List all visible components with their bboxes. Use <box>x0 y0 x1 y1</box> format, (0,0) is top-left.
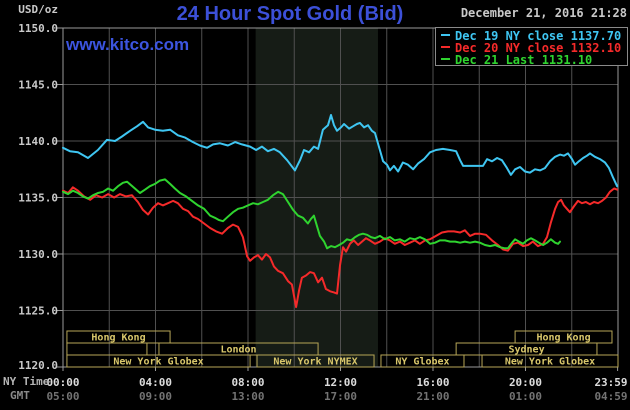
session-label: London <box>220 345 256 356</box>
x-tick-gmt-label: 05:00 <box>46 390 79 403</box>
session-label: New York NYMEX <box>273 357 357 368</box>
session-label: Sydney <box>508 345 544 356</box>
x-tick-ny-label: 20:00 <box>509 376 542 389</box>
series-line-dec-20 <box>62 186 619 309</box>
x-tick-ny-label: 00:00 <box>46 376 79 389</box>
y-tick-label: 1120.0 <box>18 359 58 372</box>
y-tick-label: 1135.0 <box>18 192 58 205</box>
chart-title: 24 Hour Spot Gold (Bid) <box>176 3 404 25</box>
legend-entry-dec19: Dec 19 NY close 1137.70 <box>441 30 627 42</box>
series-line-dec-21 <box>62 178 561 250</box>
chart-legend: Dec 19 NY close 1137.70 Dec 20 NY close … <box>435 27 628 66</box>
session-label: New York Globex <box>505 357 595 368</box>
legend-dash-dec19-icon <box>441 34 450 36</box>
session-box <box>66 354 251 368</box>
x-axis-ny-time-label: NY Time <box>3 375 50 388</box>
legend-label-dec21: Dec 21 Last 1131.10 <box>455 53 593 67</box>
x-axis-gmt-label: GMT <box>10 389 30 402</box>
session-label: New York Globex <box>113 357 203 368</box>
legend-label-dec20: Dec 20 NY close 1132.10 <box>455 41 622 55</box>
x-tick-ny-label: 23:59 <box>594 376 627 389</box>
x-tick-gmt-label: 09:00 <box>139 390 172 403</box>
x-tick-ny-label: 16:00 <box>416 376 449 389</box>
y-tick-label: 1145.0 <box>18 79 58 92</box>
session-label: Hong Kong <box>91 333 145 344</box>
session-box <box>66 342 148 356</box>
x-tick-gmt-label: 21:00 <box>416 390 449 403</box>
legend-entry-dec21: Dec 21 Last 1131.10 <box>441 54 627 66</box>
legend-entry-dec20: Dec 20 NY close 1132.10 <box>441 42 627 54</box>
y-axis-unit-label: USD/oz <box>18 3 58 16</box>
session-label: Hong Kong <box>536 333 590 344</box>
x-tick-ny-label: 08:00 <box>231 376 264 389</box>
y-tick-label: 1125.0 <box>18 305 58 318</box>
y-tick-label: 1140.0 <box>18 135 58 148</box>
x-tick-ny-label: 04:00 <box>139 376 172 389</box>
kitco-watermark: www.kitco.com <box>66 35 190 54</box>
x-tick-gmt-label: 04:59 <box>594 390 627 403</box>
x-tick-gmt-label: 01:00 <box>509 390 542 403</box>
x-tick-ny-label: 12:00 <box>324 376 357 389</box>
x-tick-gmt-label: 13:00 <box>231 390 264 403</box>
session-box <box>481 354 619 368</box>
chart-datetime: December 21, 2016 21:28 <box>460 6 627 20</box>
session-box <box>380 354 465 368</box>
legend-label-dec19: Dec 19 NY close 1137.70 <box>455 29 622 43</box>
y-tick-label: 1130.0 <box>18 248 58 261</box>
series-line-dec-19 <box>62 114 619 188</box>
legend-dash-dec21-icon <box>441 58 450 60</box>
x-tick-gmt-label: 17:00 <box>324 390 357 403</box>
session-box <box>256 354 375 368</box>
legend-dash-dec20-icon <box>441 46 450 48</box>
y-tick-label: 1150.0 <box>18 22 58 35</box>
session-label: NY Globex <box>395 357 449 368</box>
